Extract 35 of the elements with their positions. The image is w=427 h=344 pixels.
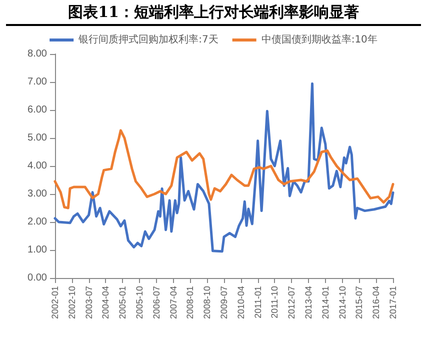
x-tick-label: 2002-01 <box>50 286 60 320</box>
y-tick-label: 4.00 <box>28 160 48 172</box>
x-tick-label: 2011-01 <box>252 286 263 318</box>
x-tick-label: 2013-04 <box>304 286 314 320</box>
chart-title: 图表11：短端利率上行对长端利率影响显著 <box>6 0 421 26</box>
y-tick-label: 7.00 <box>28 76 48 88</box>
x-tick-label: 2014-10 <box>337 286 348 320</box>
x-tick-label: 2003-07 <box>84 286 94 320</box>
y-tick-label: 1.00 <box>28 244 48 256</box>
y-tick-label: 5.00 <box>28 132 48 144</box>
x-tick-label: 2011-10 <box>270 286 280 318</box>
y-tick-label: 0.00 <box>28 272 48 284</box>
legend-label: 银行间质押式回购加权利率:7天 <box>78 34 218 46</box>
x-tick-label: 2014-01 <box>320 286 330 320</box>
legend-label: 中债国债到期收益率:10年 <box>261 34 378 46</box>
y-tick-label: 2.00 <box>28 216 48 228</box>
x-tick-label: 2016-04 <box>371 286 382 320</box>
x-tick-label: 2005-01 <box>118 286 128 320</box>
y-tick-label: 3.00 <box>28 188 48 200</box>
x-tick-label: 2008-10 <box>202 286 212 320</box>
x-tick-label: 2015-07 <box>354 286 364 320</box>
x-tick-label: 2005-10 <box>134 286 144 320</box>
x-tick-label: 2008-01 <box>185 286 196 320</box>
x-tick-label: 2006-07 <box>151 286 162 320</box>
x-tick-label: 2012-07 <box>286 286 297 320</box>
line-series <box>54 82 394 253</box>
y-tick-label: 6.00 <box>28 104 48 116</box>
x-tick-label: 2010-04 <box>236 286 246 320</box>
x-tick-label: 2004-04 <box>100 286 111 320</box>
x-tick-label: 2009-07 <box>219 286 229 320</box>
line-series <box>54 129 394 210</box>
x-tick-label: 2017-01 <box>388 286 398 320</box>
x-tick-label: 2007-04 <box>168 286 178 320</box>
y-tick-label: 8.00 <box>28 48 48 60</box>
x-tick-label: 2002-10 <box>66 286 77 320</box>
